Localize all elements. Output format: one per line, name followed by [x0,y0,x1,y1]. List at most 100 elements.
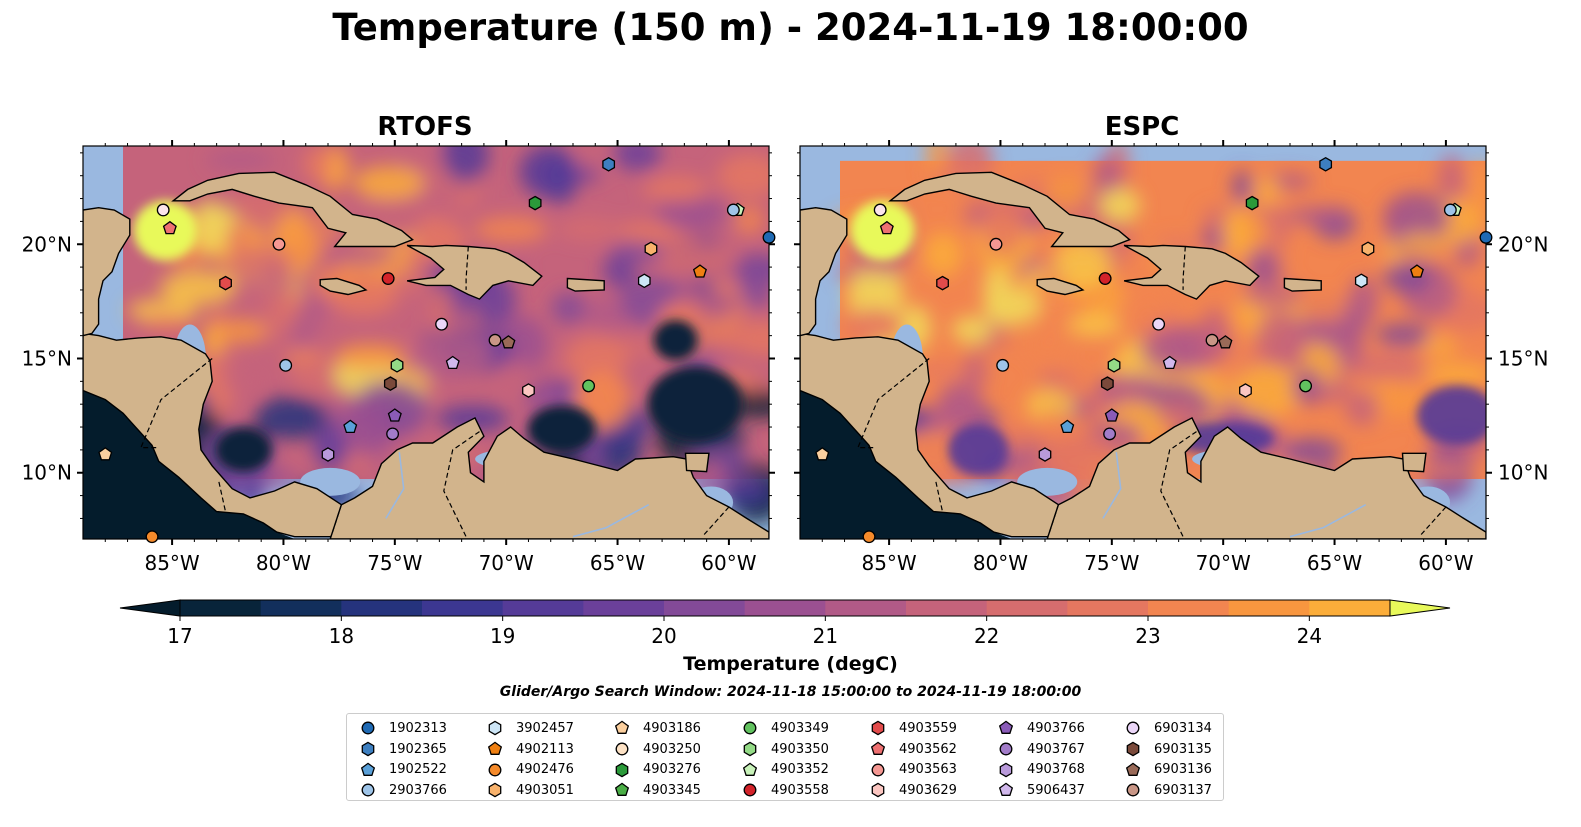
legend-marker [742,762,758,776]
legend-marker [871,783,885,798]
pentagon-marker-icon [998,783,1014,797]
pentagon-marker-icon [614,720,630,735]
hexagon-marker-icon [999,762,1013,778]
legend-marker [743,783,757,797]
legend-label: 4903352 [771,762,829,778]
float-marker-4903766 [1104,408,1119,422]
hexagon-marker-icon [871,720,885,736]
colorbar-tick-label: 24 [1297,624,1322,648]
float-marker-4903051 [1361,241,1375,257]
legend-item: 4903563 [867,759,957,780]
pentagon-marker-icon [870,741,886,755]
legend-item: 4903250 [611,739,701,760]
circle-marker-icon [488,763,502,777]
legend-item: 3902457 [484,718,574,739]
hexagon-marker-icon [488,720,502,736]
lon-tick-label: 80°W [256,551,311,575]
legend-item: 6903137 [1122,780,1212,801]
land-puertoRico [1283,277,1322,292]
float-marker-4903559 [219,275,232,291]
legend-marker [998,783,1014,797]
legend-label: 4903768 [1027,762,1085,778]
float-marker-1902522 [343,419,358,434]
legend-marker [361,783,375,797]
float-marker-5906437 [445,355,460,370]
colorbar-over-arrow [1389,599,1451,617]
legend-marker [1126,721,1140,735]
legend-column: 4903186 4903250 4903276 4903345 [611,718,701,801]
float-marker-4902476 [145,530,159,544]
hexagon-marker-icon [871,783,885,798]
legend-marker [361,721,375,735]
legend-label: 4903350 [771,741,829,757]
float-marker-5906437 [1162,355,1177,370]
circle-marker-icon [361,721,375,735]
hexagon-marker-icon [1126,741,1140,757]
circle-marker-icon [743,721,757,735]
float-markers-rtofs [98,156,776,544]
lon-tick-label: 80°W [973,551,1028,575]
float-marker-4903562 [879,220,894,235]
legend-label: 4903563 [899,762,957,778]
legend-item: 2903766 [357,780,447,801]
float-marker-4903350 [1107,357,1121,373]
colorbar-tick-label: 22 [974,624,999,648]
lon-tick-label: 70°W [1196,551,1251,575]
map-rtofs: 85°W 80°W 75°W 70°W 65°W 60°W 20°N 15°N 10°N [22,140,776,575]
float-marker-4903186 [98,447,113,461]
legend-label: 6903137 [1154,782,1212,798]
lon-tick-label: 65°W [590,551,645,575]
legend-column: 4903559 4903562 4903563 4903629 [867,718,957,801]
hexagon-marker-icon [615,762,629,778]
land-centralAmerica [83,332,352,538]
float-marker-1902522 [1060,419,1075,434]
legend-item: 4903766 [995,718,1085,739]
panel-title-espc: ESPC [1104,112,1180,142]
hexagon-marker-icon [743,741,757,757]
legend-label: 4903629 [899,782,957,798]
legend-label: 4903562 [899,741,957,757]
circle-marker-icon [999,742,1013,756]
float-markers-espc [815,156,1493,544]
lat-tick-label: 10°N [22,461,72,485]
circle-marker-icon [615,742,629,756]
lon-tick-label: 85°W [144,551,199,575]
legend-marker [999,762,1013,778]
float-marker-4903768 [1038,447,1052,462]
float-marker-4902113 [692,264,707,278]
pentagon-marker-icon [998,720,1014,735]
lon-tick-label: 60°W [701,551,756,575]
legend-item: 4903350 [739,739,829,760]
pentagon-marker-icon [742,762,758,776]
legend-label: 6903135 [1154,741,1212,757]
float-legend: 1902313 1902365 1902522 2903766 3902457 49021… [346,713,1224,801]
legend-marker [614,783,630,797]
legend-item: 1902313 [357,718,447,739]
float-marker-4903629 [1239,383,1252,398]
legend-marker [488,720,502,736]
lon-tick-label: 85°W [861,551,916,575]
legend-item: 4903276 [611,759,701,780]
legend-item: 6903136 [1122,759,1212,780]
legend-label: 4903767 [1027,741,1085,757]
legend-label: 1902522 [389,762,447,778]
axis-ticks-rtofs: 85°W 80°W 75°W 70°W 65°W 60°W 20°N 15°N 10°N [22,140,775,575]
land-cuba [171,171,414,248]
legend-item: 4903767 [995,739,1085,760]
float-marker-6903135 [383,376,397,391]
float-marker [156,203,170,217]
search-window-text: Glider/Argo Search Window: 2024-11-18 15… [499,684,1082,700]
legend-label: 4902113 [516,741,574,757]
pentagon-marker-icon [487,741,503,755]
land-yucatan [83,206,131,337]
legend-label: 4903276 [643,762,701,778]
legend-item: 6903134 [1122,718,1212,739]
legend-marker [743,721,757,735]
colorbar-tick-label: 17 [167,624,192,648]
legend-marker [999,742,1013,756]
legend-marker [487,741,503,755]
legend-marker [615,762,629,778]
land-hispaniola [1123,244,1260,300]
circle-marker-icon [361,783,375,797]
legend-column: 3902457 4902113 4902476 4903051 [484,718,574,801]
